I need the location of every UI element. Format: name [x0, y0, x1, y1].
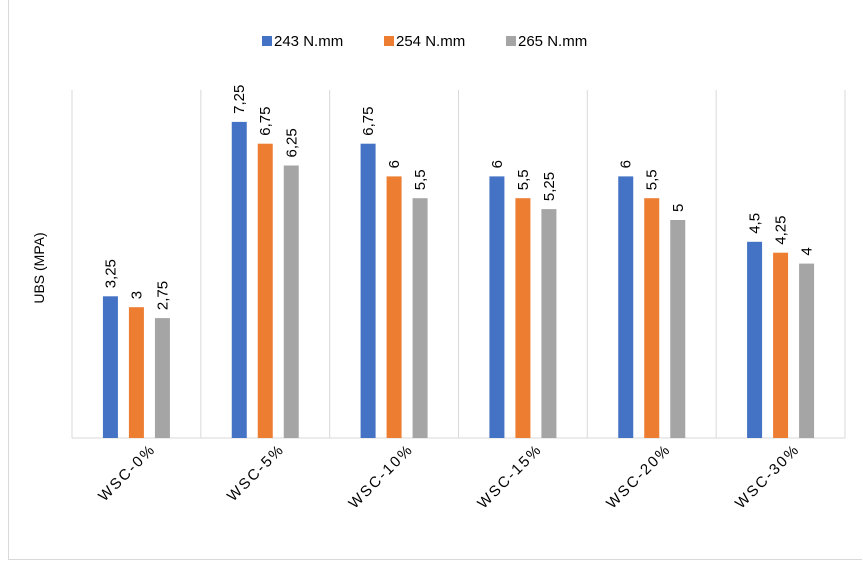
bar: [102, 296, 118, 438]
bar: [154, 318, 170, 438]
category-label: WSC-0%: [95, 441, 159, 505]
bar: [747, 241, 763, 438]
bars-group: [102, 121, 815, 439]
legend-swatch: [506, 36, 516, 46]
bar: [541, 209, 557, 438]
bar: [489, 176, 505, 438]
category-label: WSC-30%: [732, 441, 803, 512]
data-label: 7,25: [231, 85, 248, 114]
bar: [360, 143, 376, 438]
legend-swatch: [262, 36, 272, 46]
legend-label: 265 N.mm: [518, 33, 587, 50]
bar: [386, 176, 402, 438]
bar: [799, 263, 815, 438]
bar: [283, 165, 299, 438]
bar: [644, 198, 660, 438]
data-label: 6: [618, 160, 635, 168]
data-label: 5,5: [515, 169, 532, 190]
value-labels-group: 3,25 3 2,75 7,25 6,75 6,25 6,75 6 5,5 6 5,5 5,25 6 5,…: [102, 85, 815, 310]
y-axis-title: UBS (MPA): [31, 232, 47, 303]
data-label: 5: [670, 204, 687, 212]
category-labels-group: WSC-0% WSC-5% WSC-10% WSC-15% WSC-20% WSC-30%: [95, 441, 803, 512]
data-label: 3: [128, 291, 145, 299]
data-label: 5,25: [541, 172, 558, 201]
bar: [515, 198, 531, 438]
bar: [257, 143, 273, 438]
data-label: 5,5: [412, 169, 429, 190]
category-label: WSC-20%: [603, 441, 674, 512]
data-label: 2,75: [154, 281, 171, 310]
bar: [412, 198, 428, 438]
data-label: 6,75: [360, 106, 377, 135]
data-label: 3,25: [102, 259, 119, 288]
category-label: WSC-5%: [224, 441, 288, 505]
data-label: 6: [386, 160, 403, 168]
legend-label: 243 N.mm: [274, 33, 343, 50]
data-label: 6,75: [257, 106, 274, 135]
chart-frame: [8, 0, 862, 560]
data-label: 4,25: [773, 215, 790, 244]
data-label: 6: [489, 160, 506, 168]
bar: [128, 307, 144, 438]
data-label: 5,5: [644, 169, 661, 190]
legend-swatch: [384, 36, 394, 46]
legend-label: 254 N.mm: [396, 33, 465, 50]
legend: 243 N.mm 254 N.mm 265 N.mm: [262, 33, 587, 50]
category-label: WSC-15%: [474, 441, 545, 512]
data-label: 4: [799, 247, 816, 255]
category-separators: [71, 90, 846, 438]
bar: [773, 252, 789, 438]
data-label: 4,5: [747, 213, 764, 234]
data-label: 6,25: [283, 128, 300, 157]
bar: [670, 220, 686, 438]
bar: [231, 121, 247, 439]
category-label: WSC-10%: [345, 441, 416, 512]
bar: [618, 176, 634, 438]
